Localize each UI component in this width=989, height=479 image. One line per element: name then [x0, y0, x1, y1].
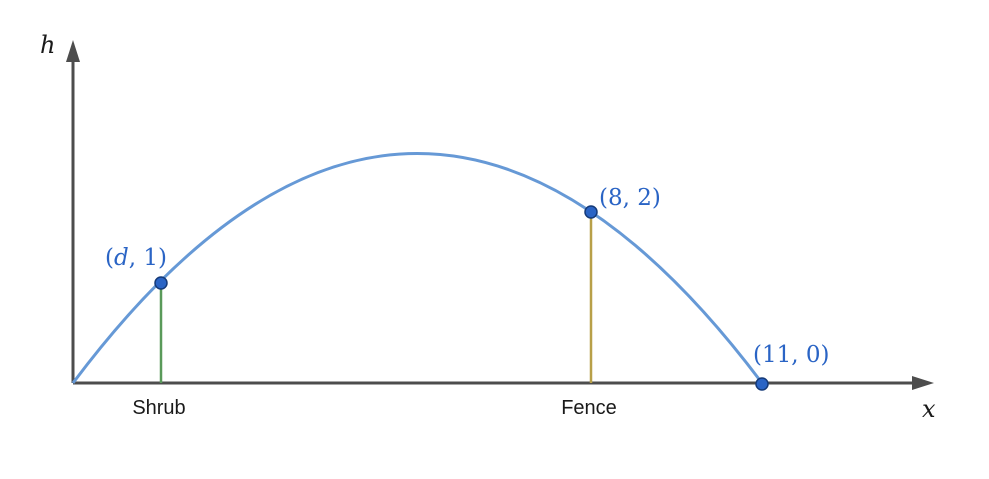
shrub-point-label-rest: , 1)	[129, 245, 167, 271]
x-axis-arrow-icon	[912, 376, 934, 390]
shrub-label: Shrub	[132, 397, 185, 419]
trajectory-curve	[71, 152, 764, 384]
shrub-point-marker	[154, 276, 168, 290]
shrub-point-label: (d, 1)	[105, 245, 167, 271]
shrub-point-label-variable: d	[114, 245, 129, 271]
landing-point-marker	[755, 377, 769, 391]
y-axis-arrow-icon	[66, 40, 80, 62]
y-axis-label: h	[40, 31, 55, 59]
fence-point-marker	[584, 205, 598, 219]
fence-point-label: (8, 2)	[599, 185, 661, 211]
fence-label: Fence	[561, 397, 617, 419]
landing-point-label: (11, 0)	[753, 342, 829, 368]
x-axis-label: x	[922, 395, 936, 423]
shrub-point-label-open: (	[105, 245, 114, 271]
